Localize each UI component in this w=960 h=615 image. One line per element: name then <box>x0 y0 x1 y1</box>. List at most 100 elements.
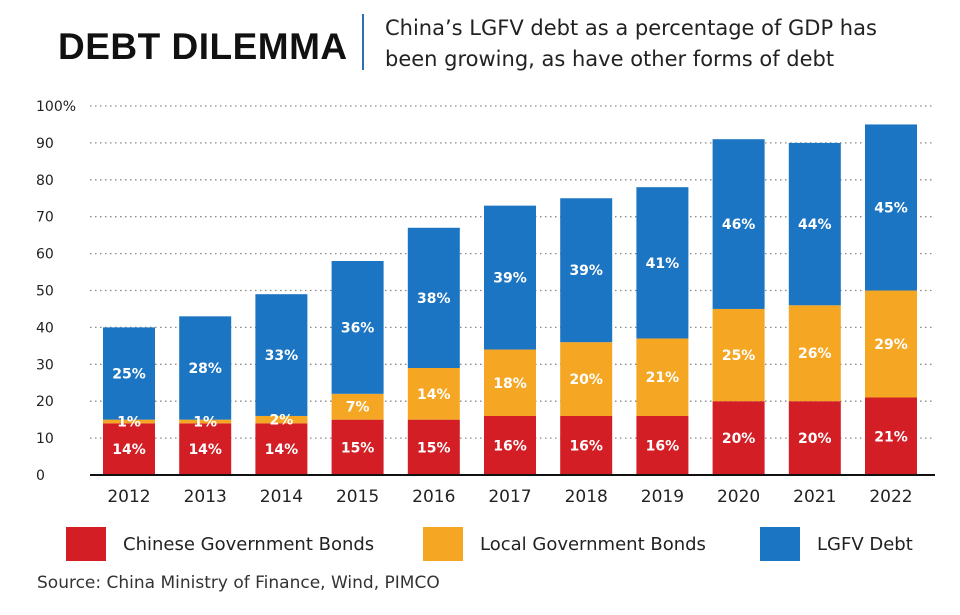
y-tick-label: 0 <box>36 468 45 484</box>
bar-value-label: 39% <box>493 271 527 287</box>
bar-value-label: 21% <box>874 429 908 445</box>
y-tick-label: 70 <box>36 210 54 226</box>
bar-segment-blue <box>331 260 384 394</box>
y-tick-label: 10 <box>36 431 54 447</box>
subtitle-line-2: been growing, as have other forms of deb… <box>385 47 835 71</box>
y-axis: 0 10 20 30 40 50 60 70 80 90 100% <box>36 99 935 484</box>
chart-title: DEBT DILEMMA <box>58 26 348 67</box>
legend-item-local-government-bonds: Local Government Bonds <box>423 522 706 566</box>
bar-segment-orange <box>103 419 155 424</box>
bar-segment-red <box>179 423 232 475</box>
y-tick-label: 100% <box>36 99 76 115</box>
x-tick-label: 2021 <box>793 487 836 507</box>
bar-value-label: 20% <box>798 431 832 447</box>
bar-segment-blue <box>179 316 232 420</box>
chart-subtitle: China’s LGFV debt as a percentage of GDP… <box>385 13 945 75</box>
bar-value-label: 14% <box>265 442 299 458</box>
bar-segment-orange <box>484 349 536 416</box>
bar-segment-orange <box>865 290 917 398</box>
bar-value-label: 33% <box>265 348 299 364</box>
bar-segment-red <box>331 419 384 475</box>
x-axis: 2012 2013 2014 2015 2016 2017 2018 2019 2020 2021… <box>107 487 912 507</box>
y-tick-label: 90 <box>36 136 54 152</box>
legend: Chinese Government Bonds Local Governmen… <box>0 522 960 566</box>
bar-segment-red <box>865 397 917 475</box>
chart-header: DEBT DILEMMA China’s LGFV debt as a perc… <box>0 0 960 90</box>
bar-segment-orange <box>788 305 841 402</box>
bar-value-label: 46% <box>722 217 756 233</box>
bar-value-label: 44% <box>798 217 832 233</box>
bar-segment-orange <box>331 393 384 420</box>
bar-value-label: 25% <box>112 367 146 383</box>
subtitle-line-1: China’s LGFV debt as a percentage of GDP… <box>385 16 877 40</box>
bar-segment-orange <box>712 308 765 402</box>
x-tick-label: 2016 <box>412 487 455 507</box>
bar-value-label: 1% <box>193 414 217 430</box>
y-tick-label: 40 <box>36 320 54 336</box>
legend-label: Local Government Bonds <box>480 533 706 555</box>
y-tick-label: 20 <box>36 394 54 410</box>
bar-segment-orange <box>636 338 689 416</box>
bar-segment-orange <box>179 419 232 424</box>
x-tick-label: 2018 <box>565 487 608 507</box>
x-tick-label: 2017 <box>488 487 531 507</box>
x-tick-label: 2022 <box>869 487 912 507</box>
bar-segment-blue <box>788 142 841 306</box>
legend-swatch-blue <box>760 527 800 561</box>
bar-segment-red <box>788 401 841 475</box>
legend-label: Chinese Government Bonds <box>123 533 375 555</box>
bar-value-label: 14% <box>417 387 451 403</box>
bar-segment-orange <box>560 342 613 416</box>
legend-item-lgfv-debt: LGFV Debt <box>760 522 913 566</box>
bar-segment-orange <box>255 415 308 424</box>
bar-segment-red <box>484 415 536 475</box>
title-divider <box>362 14 364 70</box>
x-tick-label: 2013 <box>184 487 227 507</box>
stacked-bar-chart: 14% 1% 25% 14% 1% 28% 14% 2% 33% 15% 7% 36% 15% 14% 38… <box>36 99 935 507</box>
x-tick-label: 2014 <box>260 487 303 507</box>
y-tick-label: 80 <box>36 173 54 189</box>
bar-segment-blue <box>484 205 536 350</box>
bar-value-label: 26% <box>798 346 832 362</box>
bar-value-label: 14% <box>112 442 146 458</box>
bar-value-label: 16% <box>493 438 527 454</box>
legend-item-chinese-government-bonds: Chinese Government Bonds <box>66 522 374 566</box>
bar-segment-blue <box>255 294 308 416</box>
legend-swatch-red <box>66 527 106 561</box>
bar-value-label: 15% <box>341 440 375 456</box>
y-tick-label: 50 <box>36 284 54 300</box>
bar-value-label: 15% <box>417 440 451 456</box>
legend-swatch-orange <box>423 527 463 561</box>
legend-label: LGFV Debt <box>817 533 913 555</box>
y-tick-label: 60 <box>36 247 54 263</box>
bar-value-labels: 14% 1% 25% 14% 1% 28% 14% 2% 33% 15% 7% 36% 15% 14% 38… <box>112 200 908 458</box>
bar-value-label: 41% <box>646 256 680 272</box>
bar-value-label: 29% <box>874 337 908 353</box>
bar-segment-red <box>407 419 460 475</box>
bar-value-label: 20% <box>722 431 756 447</box>
source-note: Source: China Ministry of Finance, Wind,… <box>37 573 440 593</box>
bar-value-label: 45% <box>874 200 908 216</box>
x-tick-label: 2012 <box>107 487 150 507</box>
bar-segment-red <box>636 415 689 475</box>
bar-value-label: 7% <box>346 400 370 416</box>
bar-value-label: 1% <box>117 414 141 430</box>
bar-segment-red <box>255 423 308 475</box>
y-tick-label: 30 <box>36 357 54 373</box>
bar-value-label: 2% <box>270 413 294 429</box>
bar-segment-orange <box>407 367 460 420</box>
bar-value-label: 14% <box>188 442 222 458</box>
bar-value-label: 36% <box>341 320 375 336</box>
bar-segment-blue <box>560 198 613 343</box>
bar-segment-red <box>103 423 155 475</box>
bar-segment-blue <box>636 187 689 339</box>
bar-value-label: 20% <box>569 372 603 388</box>
bar-value-label: 38% <box>417 291 451 307</box>
x-tick-label: 2019 <box>641 487 684 507</box>
bar-segment-blue <box>103 327 155 420</box>
bar-segment-blue <box>865 124 917 291</box>
bar-segment-red <box>712 401 765 475</box>
bar-value-label: 39% <box>569 263 603 279</box>
bar-value-label: 18% <box>493 376 527 392</box>
bar-segment-red <box>560 415 613 475</box>
